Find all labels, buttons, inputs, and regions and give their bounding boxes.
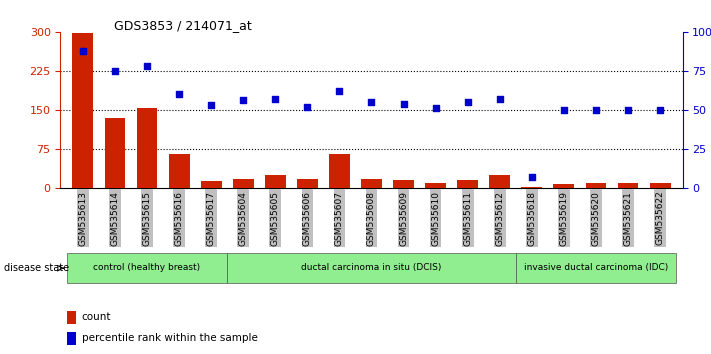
- Point: [526, 174, 538, 179]
- Text: disease state: disease state: [4, 263, 69, 273]
- Bar: [586, 183, 606, 188]
- Bar: [650, 183, 670, 188]
- Text: invasive ductal carcinoma (IDC): invasive ductal carcinoma (IDC): [524, 263, 668, 272]
- Text: GSM535620: GSM535620: [592, 191, 601, 246]
- Bar: [425, 183, 446, 188]
- Bar: [169, 154, 190, 188]
- Text: GSM535605: GSM535605: [271, 191, 280, 246]
- Point: [237, 98, 249, 103]
- Bar: [265, 175, 286, 188]
- Point: [590, 107, 602, 113]
- Point: [622, 107, 634, 113]
- Bar: [201, 181, 222, 188]
- Text: GSM535607: GSM535607: [335, 191, 344, 246]
- Text: GSM535615: GSM535615: [142, 191, 151, 246]
- Bar: [105, 118, 125, 188]
- Point: [430, 105, 442, 111]
- Point: [365, 99, 377, 105]
- Text: GSM535613: GSM535613: [78, 191, 87, 246]
- Text: GSM535608: GSM535608: [367, 191, 376, 246]
- Bar: [393, 180, 414, 188]
- Text: GSM535618: GSM535618: [528, 191, 536, 246]
- FancyBboxPatch shape: [228, 253, 515, 283]
- Bar: [329, 154, 350, 188]
- Point: [109, 68, 121, 74]
- Point: [301, 104, 313, 109]
- Bar: [73, 33, 93, 188]
- Text: control (healthy breast): control (healthy breast): [93, 263, 201, 272]
- Bar: [489, 175, 510, 188]
- Point: [205, 102, 217, 108]
- Bar: [67, 311, 76, 324]
- Text: GSM535616: GSM535616: [175, 191, 183, 246]
- Point: [654, 107, 665, 113]
- Point: [558, 107, 570, 113]
- Text: GSM535617: GSM535617: [207, 191, 215, 246]
- Point: [333, 88, 345, 94]
- Bar: [618, 183, 638, 188]
- Text: GSM535621: GSM535621: [624, 191, 633, 246]
- Text: GSM535622: GSM535622: [656, 191, 665, 245]
- Text: GSM535612: GSM535612: [496, 191, 504, 246]
- Text: GSM535610: GSM535610: [431, 191, 440, 246]
- Point: [269, 96, 281, 102]
- Bar: [361, 179, 382, 188]
- Bar: [232, 179, 254, 188]
- Point: [494, 96, 506, 102]
- Text: count: count: [82, 312, 111, 322]
- Point: [462, 99, 474, 105]
- Point: [141, 63, 153, 69]
- FancyBboxPatch shape: [515, 253, 676, 283]
- Text: GDS3853 / 214071_at: GDS3853 / 214071_at: [114, 19, 252, 33]
- Text: GSM535606: GSM535606: [303, 191, 312, 246]
- Text: percentile rank within the sample: percentile rank within the sample: [82, 333, 257, 343]
- FancyBboxPatch shape: [67, 253, 228, 283]
- Text: GSM535614: GSM535614: [110, 191, 119, 246]
- Bar: [297, 179, 318, 188]
- Text: GSM535611: GSM535611: [463, 191, 472, 246]
- Text: ductal carcinoma in situ (DCIS): ductal carcinoma in situ (DCIS): [301, 263, 442, 272]
- Text: GSM535619: GSM535619: [560, 191, 568, 246]
- Text: GSM535609: GSM535609: [399, 191, 408, 246]
- Bar: [457, 180, 478, 188]
- Point: [173, 91, 185, 97]
- Bar: [553, 184, 574, 188]
- Bar: [137, 108, 157, 188]
- Point: [77, 48, 89, 53]
- Bar: [521, 187, 542, 188]
- Text: GSM535604: GSM535604: [239, 191, 247, 246]
- Bar: [67, 332, 76, 345]
- Point: [398, 101, 410, 106]
